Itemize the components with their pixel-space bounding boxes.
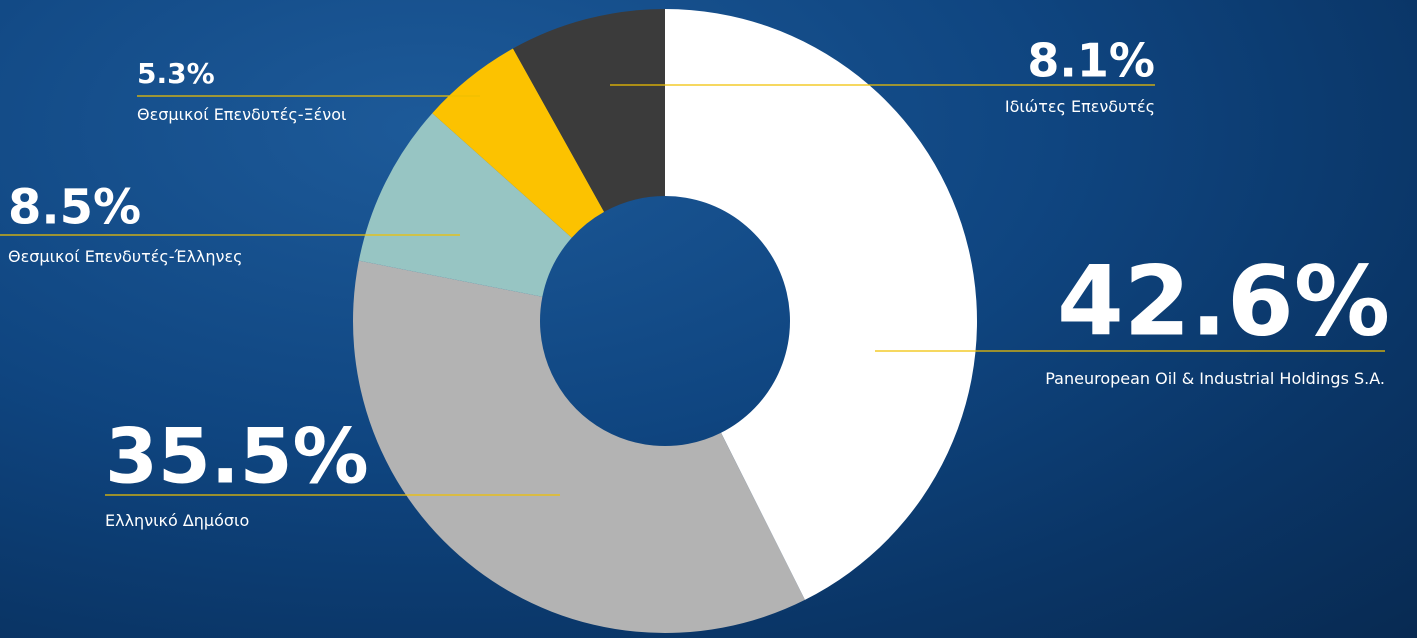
category-label: Θεσμικοί Επενδυτές-Έλληνες — [8, 247, 243, 266]
value-label: 5.3% — [137, 57, 215, 90]
slice — [352, 260, 805, 633]
category-label: Ιδιώτες Επενδυτές — [1005, 97, 1155, 116]
value-label: 8.5% — [8, 179, 141, 235]
slice — [512, 9, 665, 212]
slice — [665, 9, 977, 600]
value-label: 35.5% — [105, 411, 369, 500]
value-label: 8.1% — [1027, 34, 1155, 88]
category-label: Ελληνικό Δημόσιο — [105, 511, 249, 530]
category-label: Θεσμικοί Επενδυτές-Ξένοι — [137, 105, 346, 124]
value-label: 42.6% — [1057, 246, 1390, 358]
slice — [358, 113, 572, 297]
category-label: Paneuropean Oil & Industrial Holdings S.… — [1045, 369, 1385, 388]
